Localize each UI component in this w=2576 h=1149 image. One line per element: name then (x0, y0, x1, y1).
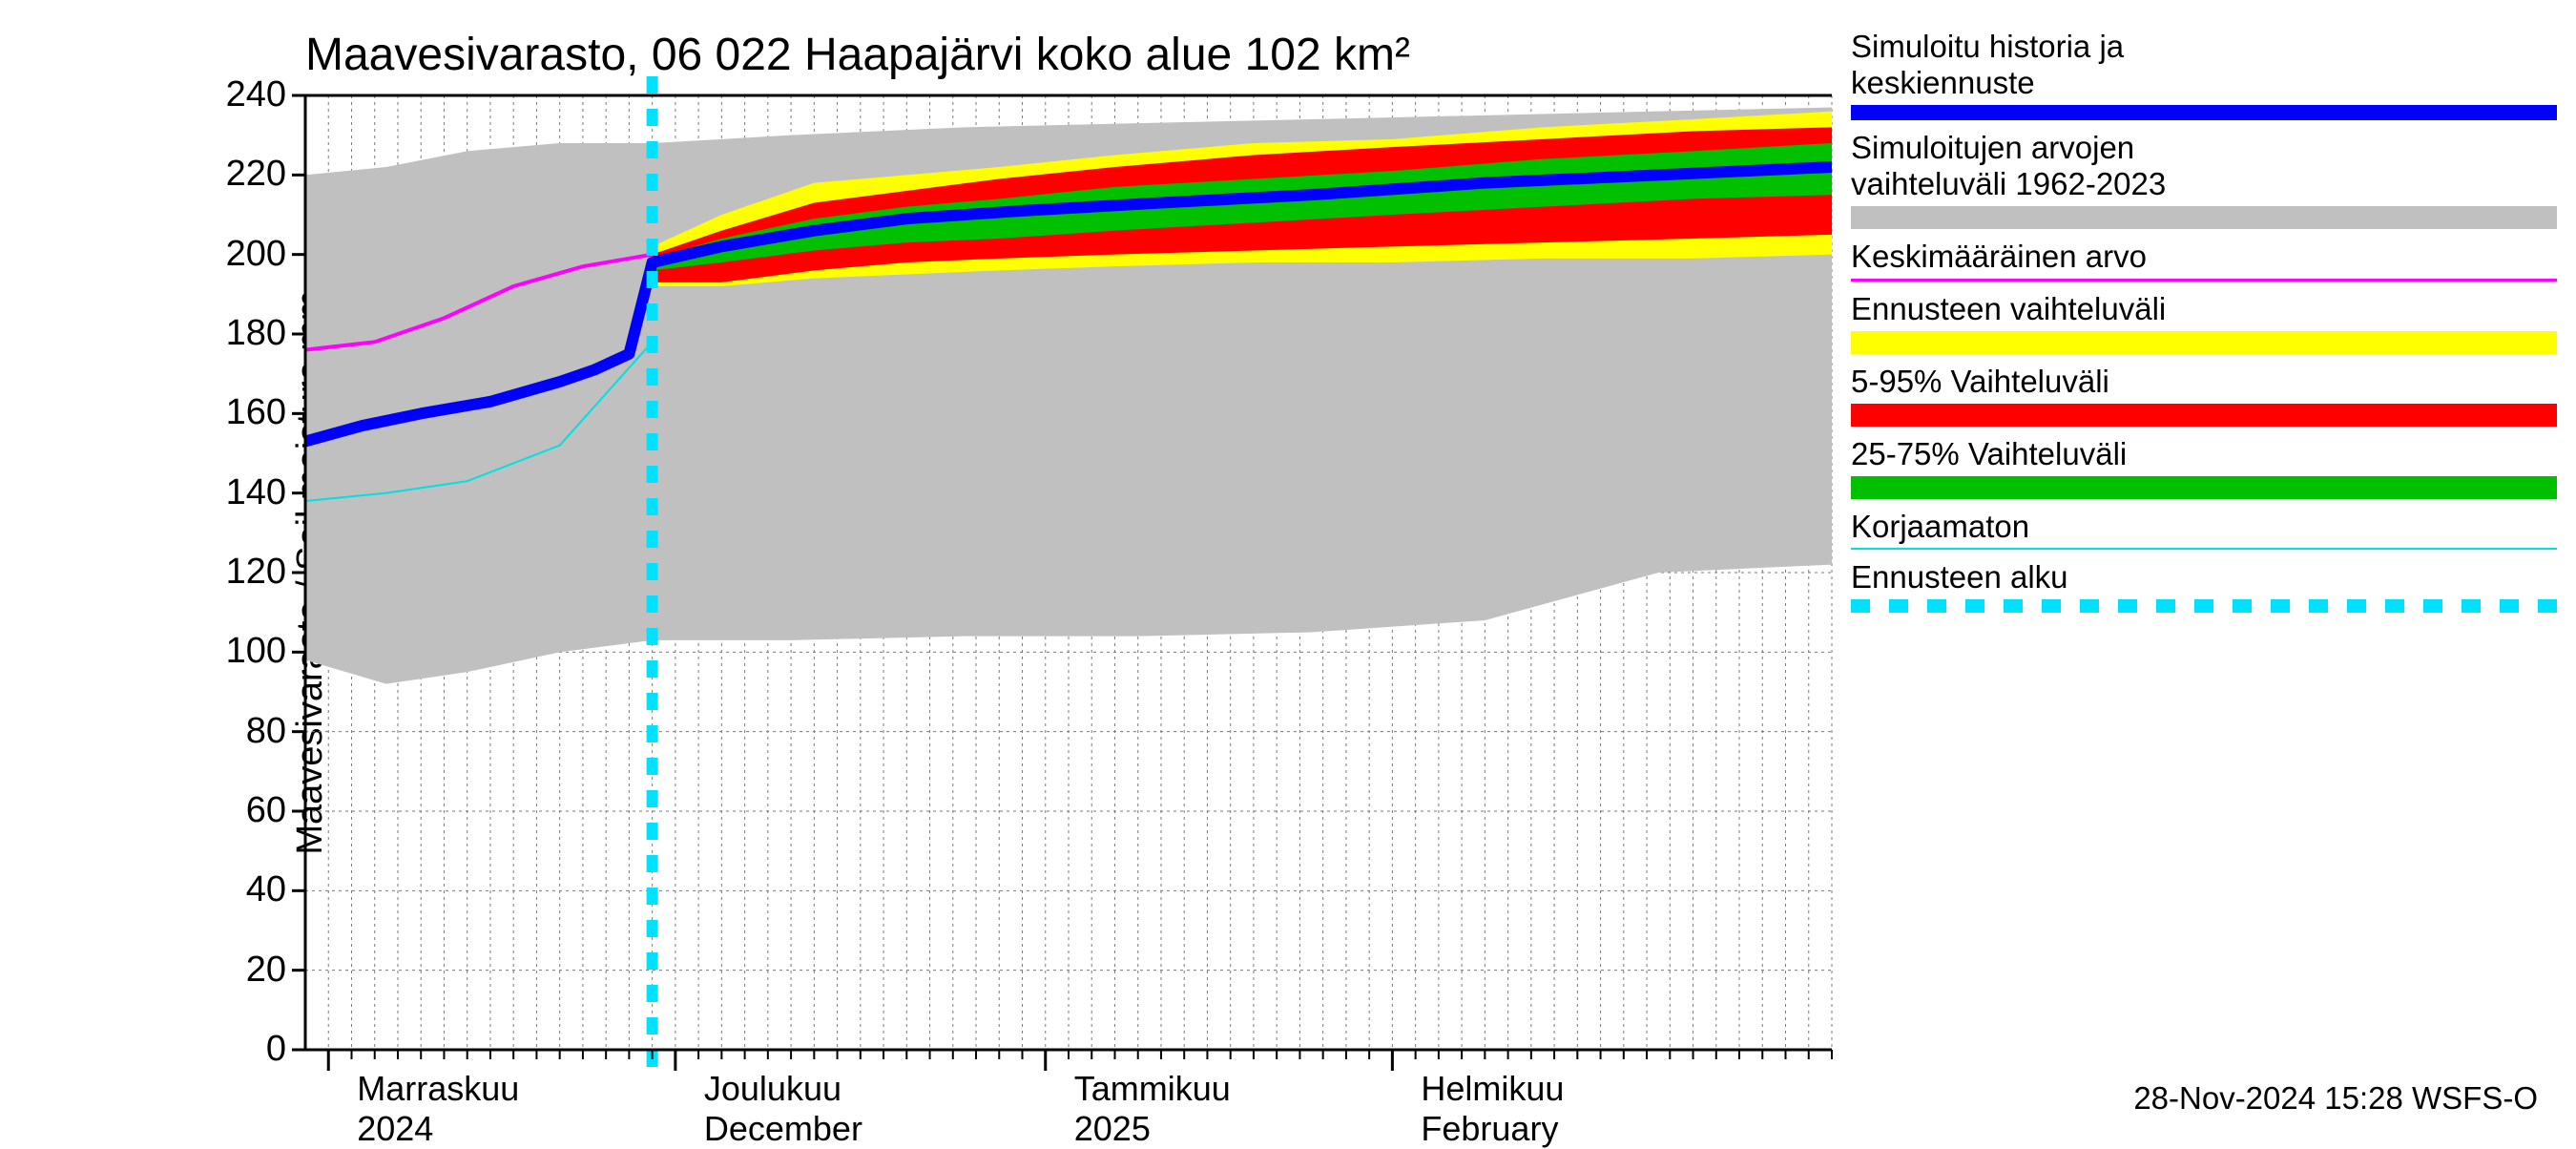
legend-label: 5-95% Vaihteluväli (1851, 364, 2557, 400)
legend-swatch (1851, 476, 2557, 499)
legend: Simuloitu historia ja keskiennuste Simulo… (1851, 29, 2557, 622)
legend-label: Ennusteen vaihteluväli (1851, 291, 2557, 327)
x-tick-label: Helmikuu February (1421, 1069, 1564, 1149)
chart-title: Maavesivarasto, 06 022 Haapajärvi koko a… (305, 29, 1410, 81)
x-tick-label: Joulukuu December (704, 1069, 862, 1149)
y-tick-label: 240 (95, 74, 286, 115)
legend-swatch (1851, 331, 2557, 354)
legend-swatch (1851, 279, 2557, 282)
legend-swatch (1851, 599, 2557, 613)
plot-svg (305, 95, 1832, 1050)
legend-entry: Korjaamaton (1851, 509, 2557, 551)
legend-entry: Ennusteen alku (1851, 559, 2557, 613)
legend-swatch (1851, 548, 2557, 550)
x-tick-label: Tammikuu 2025 (1074, 1069, 1231, 1149)
y-tick-label: 100 (95, 631, 286, 672)
legend-entry: Ennusteen vaihteluväli (1851, 291, 2557, 354)
legend-entry: Simuloitu historia ja keskiennuste (1851, 29, 2557, 120)
y-tick-label: 180 (95, 313, 286, 354)
y-tick-label: 40 (95, 869, 286, 910)
y-tick-label: 80 (95, 711, 286, 752)
legend-label: 25-75% Vaihteluväli (1851, 436, 2557, 472)
legend-label: Simuloitujen arvojen vaihteluväli 1962-2… (1851, 130, 2557, 202)
timestamp-label: 28-Nov-2024 15:28 WSFS-O (2133, 1080, 2538, 1117)
legend-label: Simuloitu historia ja keskiennuste (1851, 29, 2557, 101)
legend-entry: 25-75% Vaihteluväli (1851, 436, 2557, 499)
y-tick-label: 0 (95, 1029, 286, 1070)
plot-area (305, 95, 1832, 1050)
legend-swatch (1851, 206, 2557, 229)
legend-label: Ennusteen alku (1851, 559, 2557, 595)
legend-swatch (1851, 105, 2557, 120)
legend-swatch (1851, 404, 2557, 427)
x-tick-label: Marraskuu 2024 (357, 1069, 519, 1149)
chart-container: Maavesivarasto / Soil moisture mm Maaves… (0, 0, 2576, 1145)
legend-entry: Simuloitujen arvojen vaihteluväli 1962-2… (1851, 130, 2557, 229)
y-tick-label: 200 (95, 234, 286, 275)
y-tick-label: 140 (95, 472, 286, 513)
y-tick-label: 220 (95, 154, 286, 195)
legend-label: Korjaamaton (1851, 509, 2557, 545)
y-tick-label: 160 (95, 392, 286, 433)
y-tick-label: 120 (95, 552, 286, 593)
legend-entry: 5-95% Vaihteluväli (1851, 364, 2557, 427)
y-tick-label: 20 (95, 950, 286, 991)
legend-entry: Keskimääräinen arvo (1851, 239, 2557, 282)
y-tick-label: 60 (95, 790, 286, 831)
legend-label: Keskimääräinen arvo (1851, 239, 2557, 275)
